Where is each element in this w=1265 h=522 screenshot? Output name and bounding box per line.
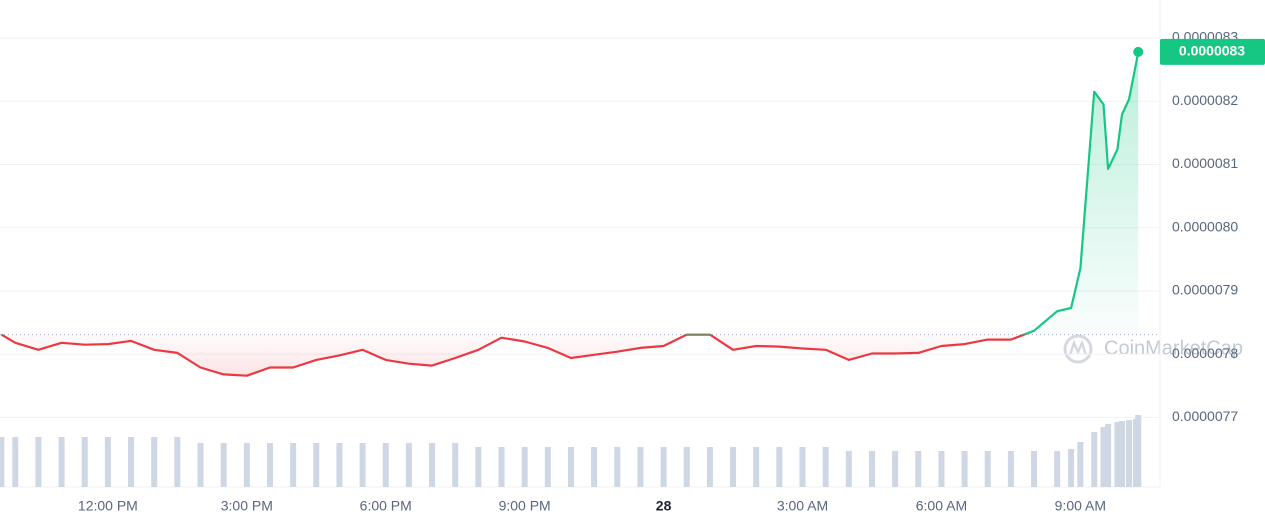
area: [1, 51, 1139, 376]
volume-bar: [1007, 451, 1014, 487]
x-tick-label: 6:00 PM: [360, 498, 412, 514]
x-tick-label: 3:00 AM: [777, 498, 828, 514]
volume-bar: [1119, 421, 1126, 487]
volume-bar: [290, 443, 297, 487]
volume-bar: [868, 451, 875, 487]
volume-bar: [58, 437, 65, 487]
volume-bar: [359, 443, 366, 487]
volume-bar: [429, 443, 436, 487]
volume-bar: [915, 451, 922, 487]
x-tick-label: 3:00 PM: [221, 498, 273, 514]
volume-bar: [336, 443, 343, 487]
volume-bar: [243, 443, 250, 487]
volume-bar: [938, 451, 945, 487]
volume-bar: [753, 447, 760, 487]
volume-bar: [683, 447, 690, 487]
y-tick-label: 0.0000077: [1172, 408, 1238, 424]
volume-bar: [498, 447, 505, 487]
y-tick-label: 0.0000082: [1172, 92, 1238, 108]
y-tick-label: 0.0000079: [1172, 282, 1238, 298]
volume-bar: [822, 447, 829, 487]
volume-bar: [128, 437, 135, 487]
last-value-label: 0.0000083: [1179, 43, 1245, 59]
volume-bar: [1077, 442, 1084, 487]
volume-bar: [104, 437, 111, 487]
volume-bar: [1031, 451, 1038, 487]
volume-bar: [984, 451, 991, 487]
volume-bar: [1105, 424, 1112, 487]
volume-bar: [1068, 449, 1075, 487]
volume-bar: [0, 437, 5, 487]
volume-bar: [799, 447, 806, 487]
volume-bar: [845, 451, 852, 487]
x-tick-label: 9:00 PM: [499, 498, 551, 514]
volume-bar: [706, 447, 713, 487]
volume-bar: [475, 447, 482, 487]
y-tick-label: 0.0000080: [1172, 218, 1238, 234]
last-value-box: [1160, 38, 1265, 65]
volume-bar: [1125, 420, 1132, 487]
x-tick-label: 12:00 PM: [78, 498, 138, 514]
x-tick-label: 28: [656, 498, 672, 514]
volume-bar: [660, 447, 667, 487]
volume-bar: [1135, 415, 1142, 487]
y-tick-label: 0.0000078: [1172, 345, 1238, 361]
volume-bar: [730, 447, 737, 487]
x-tick-label: 9:00 AM: [1055, 498, 1106, 514]
volume-bar: [452, 443, 459, 487]
volume-bar: [1054, 451, 1061, 487]
volume-bar: [313, 443, 320, 487]
volume-bar: [776, 447, 783, 487]
volume-bar: [1091, 432, 1098, 487]
volume-bar: [591, 447, 598, 487]
volume-bar: [382, 443, 389, 487]
volume-bar: [174, 437, 181, 487]
volume-bar: [567, 447, 574, 487]
volume-bar: [12, 437, 19, 487]
x-tick-label: 6:00 AM: [916, 498, 967, 514]
price-line: [0, 51, 1140, 377]
volume-bar: [637, 447, 644, 487]
volume-bar: [197, 443, 204, 487]
volume-bar: [614, 447, 621, 487]
volume-bar: [1100, 427, 1107, 487]
volume-bar: [544, 447, 551, 487]
last-point: [1133, 46, 1144, 57]
volume-bar: [81, 437, 88, 487]
volume-bar: [220, 443, 227, 487]
volume-bar: [521, 447, 528, 487]
volume-bar: [405, 443, 412, 487]
watermark-logo: [1063, 334, 1093, 364]
volume-bar: [961, 451, 968, 487]
volume-bar: [1114, 422, 1121, 487]
volume-bar: [151, 437, 158, 487]
volume-bar: [266, 443, 273, 487]
volume-bar: [35, 437, 42, 487]
volume-bar: [892, 451, 899, 487]
y-tick-label: 0.0000081: [1172, 155, 1238, 171]
